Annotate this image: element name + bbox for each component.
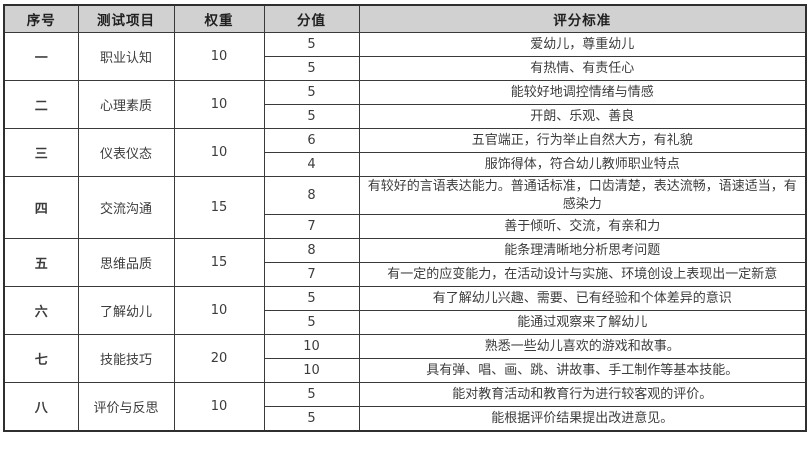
section-weight: 10 [173, 32, 265, 81]
criteria-cell: 有热情、有责任心 [358, 56, 807, 81]
criteria-cell: 能较好地调控情绪与情感 [358, 80, 807, 105]
section-weight: 10 [173, 80, 265, 129]
section-weight: 10 [173, 286, 265, 336]
section-test-item: 了解幼儿 [77, 286, 175, 336]
score-cell: 5 [263, 104, 360, 129]
section-weight: 15 [173, 238, 265, 288]
score-cell: 5 [263, 382, 360, 408]
criteria-cell: 能通过观察来了解幼儿 [358, 310, 807, 336]
section-weight: 15 [173, 175, 265, 240]
table-row: 五 思维品质 15 8 能条理清晰地分析思考问题 [3, 238, 807, 288]
criteria-cell: 熟悉一些幼儿喜欢的游戏和故事。 [358, 334, 807, 360]
section-weight: 20 [173, 334, 265, 384]
table-row: 4 服饰得体，符合幼儿教师职业特点 [4, 152, 807, 177]
scoring-rubric-table: 序号 测试项目 权重 分值 评分标准 一 职业认知 10 5 爱幼儿，尊重幼儿 … [3, 4, 807, 432]
score-cell: 7 [263, 262, 360, 288]
section-test-item: 技能技巧 [77, 334, 175, 384]
criteria-cell: 有了解幼儿兴趣、需要、已有经验和个体差异的意识 [358, 286, 807, 312]
section-test-item: 心理素质 [77, 80, 175, 129]
section-number: 八 [3, 382, 79, 432]
table-row: 四 交流沟通 15 8 有较好的言语表达能力。普通话标准，口齿清楚，表达流畅，语… [3, 175, 807, 240]
section-number: 一 [3, 32, 79, 81]
section-number: 三 [3, 128, 79, 177]
score-cell: 10 [263, 334, 360, 360]
criteria-cell: 有一定的应变能力，在活动设计与实施、环境创设上表现出一定新意 [358, 262, 807, 288]
header-cell-number: 序号 [3, 4, 79, 33]
score-cell: 5 [263, 32, 360, 57]
criteria-cell: 具有弹、唱、画、跳、讲故事、手工制作等基本技能。 [358, 358, 807, 384]
header-row: 序号 测试项目 权重 分值 评分标准 [3, 4, 807, 33]
section-test-item: 仪表仪态 [77, 128, 175, 177]
score-cell: 8 [263, 175, 360, 216]
table-row: 5 开朗、乐观、善良 [4, 104, 807, 129]
section-number: 五 [3, 238, 79, 288]
criteria-cell: 五官端正，行为举止自然大方，有礼貌 [358, 128, 807, 153]
table-row: 七 技能技巧 20 10 熟悉一些幼儿喜欢的游戏和故事。 [3, 334, 807, 384]
section-test-item: 评价与反思 [77, 382, 175, 432]
header-cell-test-item: 测试项目 [77, 4, 175, 33]
score-cell: 5 [263, 286, 360, 312]
header-cell-weight: 权重 [173, 4, 265, 33]
section-number: 四 [3, 175, 79, 240]
criteria-cell: 开朗、乐观、善良 [358, 104, 807, 129]
score-cell: 5 [263, 406, 360, 432]
score-cell: 5 [263, 80, 360, 105]
table-row: 7 善于倾听、交流，有亲和力 [4, 214, 807, 240]
criteria-cell: 爱幼儿，尊重幼儿 [358, 32, 807, 57]
table-row: 10 具有弹、唱、画、跳、讲故事、手工制作等基本技能。 [4, 358, 807, 384]
section-test-item: 交流沟通 [77, 175, 175, 240]
table-row: 八 评价与反思 10 5 能对教育活动和教育行为进行较客观的评价。 [3, 382, 807, 432]
table-row: 5 能通过观察来了解幼儿 [4, 310, 807, 336]
criteria-cell: 善于倾听、交流，有亲和力 [358, 214, 807, 240]
score-cell: 5 [263, 310, 360, 336]
section-test-item: 思维品质 [77, 238, 175, 288]
table-row: 7 有一定的应变能力，在活动设计与实施、环境创设上表现出一定新意 [4, 262, 807, 288]
section-weight: 10 [173, 128, 265, 177]
table-row: 5 能根据评价结果提出改进意见。 [4, 406, 807, 432]
header-cell-score: 分值 [263, 4, 360, 33]
score-cell: 7 [263, 214, 360, 240]
table-row: 一 职业认知 10 5 爱幼儿，尊重幼儿 [3, 32, 807, 81]
table-row: 二 心理素质 10 5 能较好地调控情绪与情感 [3, 80, 807, 129]
section-number: 六 [3, 286, 79, 336]
section-number: 二 [3, 80, 79, 129]
criteria-cell: 服饰得体，符合幼儿教师职业特点 [358, 152, 807, 177]
section-test-item: 职业认知 [77, 32, 175, 81]
table-row: 六 了解幼儿 10 5 有了解幼儿兴趣、需要、已有经验和个体差异的意识 [3, 286, 807, 336]
criteria-cell: 能对教育活动和教育行为进行较客观的评价。 [358, 382, 807, 408]
criteria-cell: 能根据评价结果提出改进意见。 [358, 406, 807, 432]
header-cell-criteria: 评分标准 [358, 4, 807, 33]
score-cell: 10 [263, 358, 360, 384]
section-weight: 10 [173, 382, 265, 432]
score-cell: 6 [263, 128, 360, 153]
score-cell: 4 [263, 152, 360, 177]
criteria-cell: 有较好的言语表达能力。普通话标准，口齿清楚，表达流畅，语速适当，有感染力 [358, 175, 807, 216]
criteria-cell: 能条理清晰地分析思考问题 [358, 238, 807, 264]
score-cell: 8 [263, 238, 360, 264]
section-number: 七 [3, 334, 79, 384]
table-row: 三 仪表仪态 10 6 五官端正，行为举止自然大方，有礼貌 [3, 128, 807, 177]
score-cell: 5 [263, 56, 360, 81]
